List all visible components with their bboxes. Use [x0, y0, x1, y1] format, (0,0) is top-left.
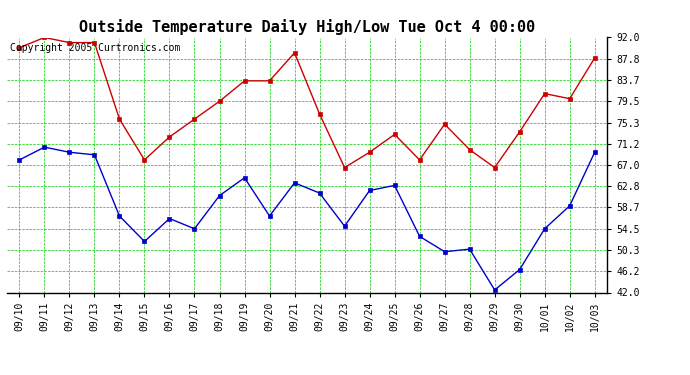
Title: Outside Temperature Daily High/Low Tue Oct 4 00:00: Outside Temperature Daily High/Low Tue O…: [79, 19, 535, 35]
Text: Copyright 2005 Curtronics.com: Copyright 2005 Curtronics.com: [10, 43, 180, 52]
